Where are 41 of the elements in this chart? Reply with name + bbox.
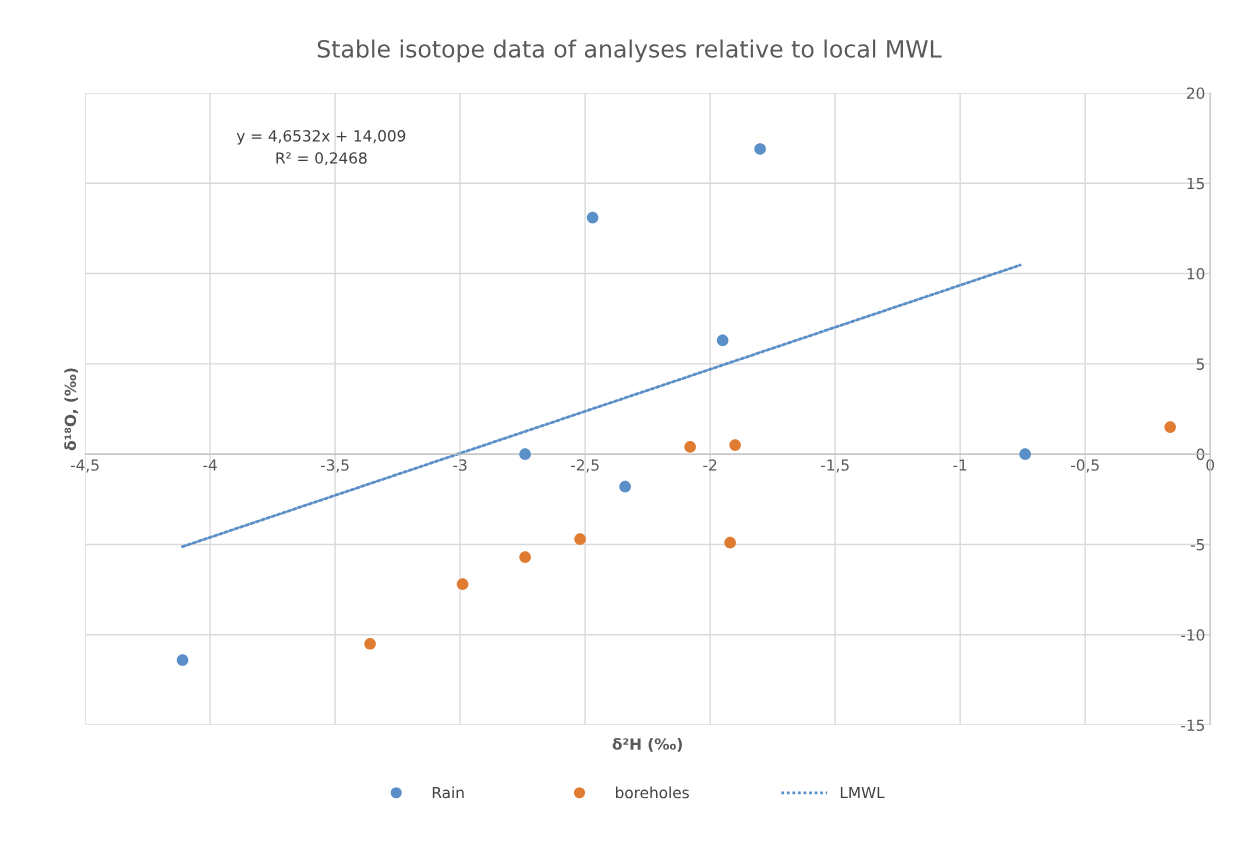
- y-tick-label: 5: [1196, 358, 1204, 370]
- point: [586, 211, 599, 224]
- point: [1164, 421, 1176, 433]
- x-tick-label: -4,5: [70, 459, 99, 473]
- chart-title: Stable isotope data of analyses relative to local MWL: [317, 39, 942, 63]
- point: [716, 334, 729, 347]
- x-axis-title: δ²H (‰): [612, 737, 682, 752]
- point: [1019, 448, 1031, 460]
- legend-label: Rain: [432, 786, 464, 799]
- legend-label: LMWL: [840, 786, 885, 799]
- annotation: R² = 0,2468: [276, 152, 367, 166]
- annotation: y = 4,6532x + 14,009: [236, 130, 406, 145]
- point: [364, 637, 376, 650]
- point: [519, 448, 531, 460]
- y-tick-label: 15: [1187, 177, 1204, 190]
- y-tick-label: 10: [1187, 268, 1205, 280]
- point: [456, 578, 469, 590]
- point: [754, 143, 766, 155]
- point: [176, 654, 189, 666]
- x-tick-label: -0,5: [1071, 459, 1099, 473]
- y-tick-label: 20: [1187, 87, 1205, 99]
- point: [729, 439, 741, 451]
- x-tick-label: -1: [953, 459, 967, 471]
- x-tick-label: -2,5: [570, 459, 599, 473]
- y-tick-label: -10: [1181, 629, 1205, 641]
- x-tick-label: -2: [703, 459, 717, 471]
- x-tick-label: 0: [1206, 459, 1215, 471]
- x-tick-label: -3,5: [320, 459, 349, 473]
- y-tick-label: -15: [1181, 719, 1204, 732]
- x-tick-label: -1,5: [820, 459, 849, 473]
- x-tick-label: -3: [453, 459, 467, 471]
- point: [684, 441, 696, 453]
- x-tick-label: -4: [203, 459, 217, 471]
- point: [619, 480, 631, 493]
- legend-label: boreholes: [616, 786, 689, 799]
- y-axis-title: δ¹⁸O, (‰): [64, 368, 79, 451]
- point: [519, 551, 531, 563]
- point: [724, 536, 736, 549]
- y-tick-label: 0: [1196, 448, 1205, 461]
- point: [574, 533, 586, 545]
- y-tick-label: -5: [1190, 539, 1204, 551]
